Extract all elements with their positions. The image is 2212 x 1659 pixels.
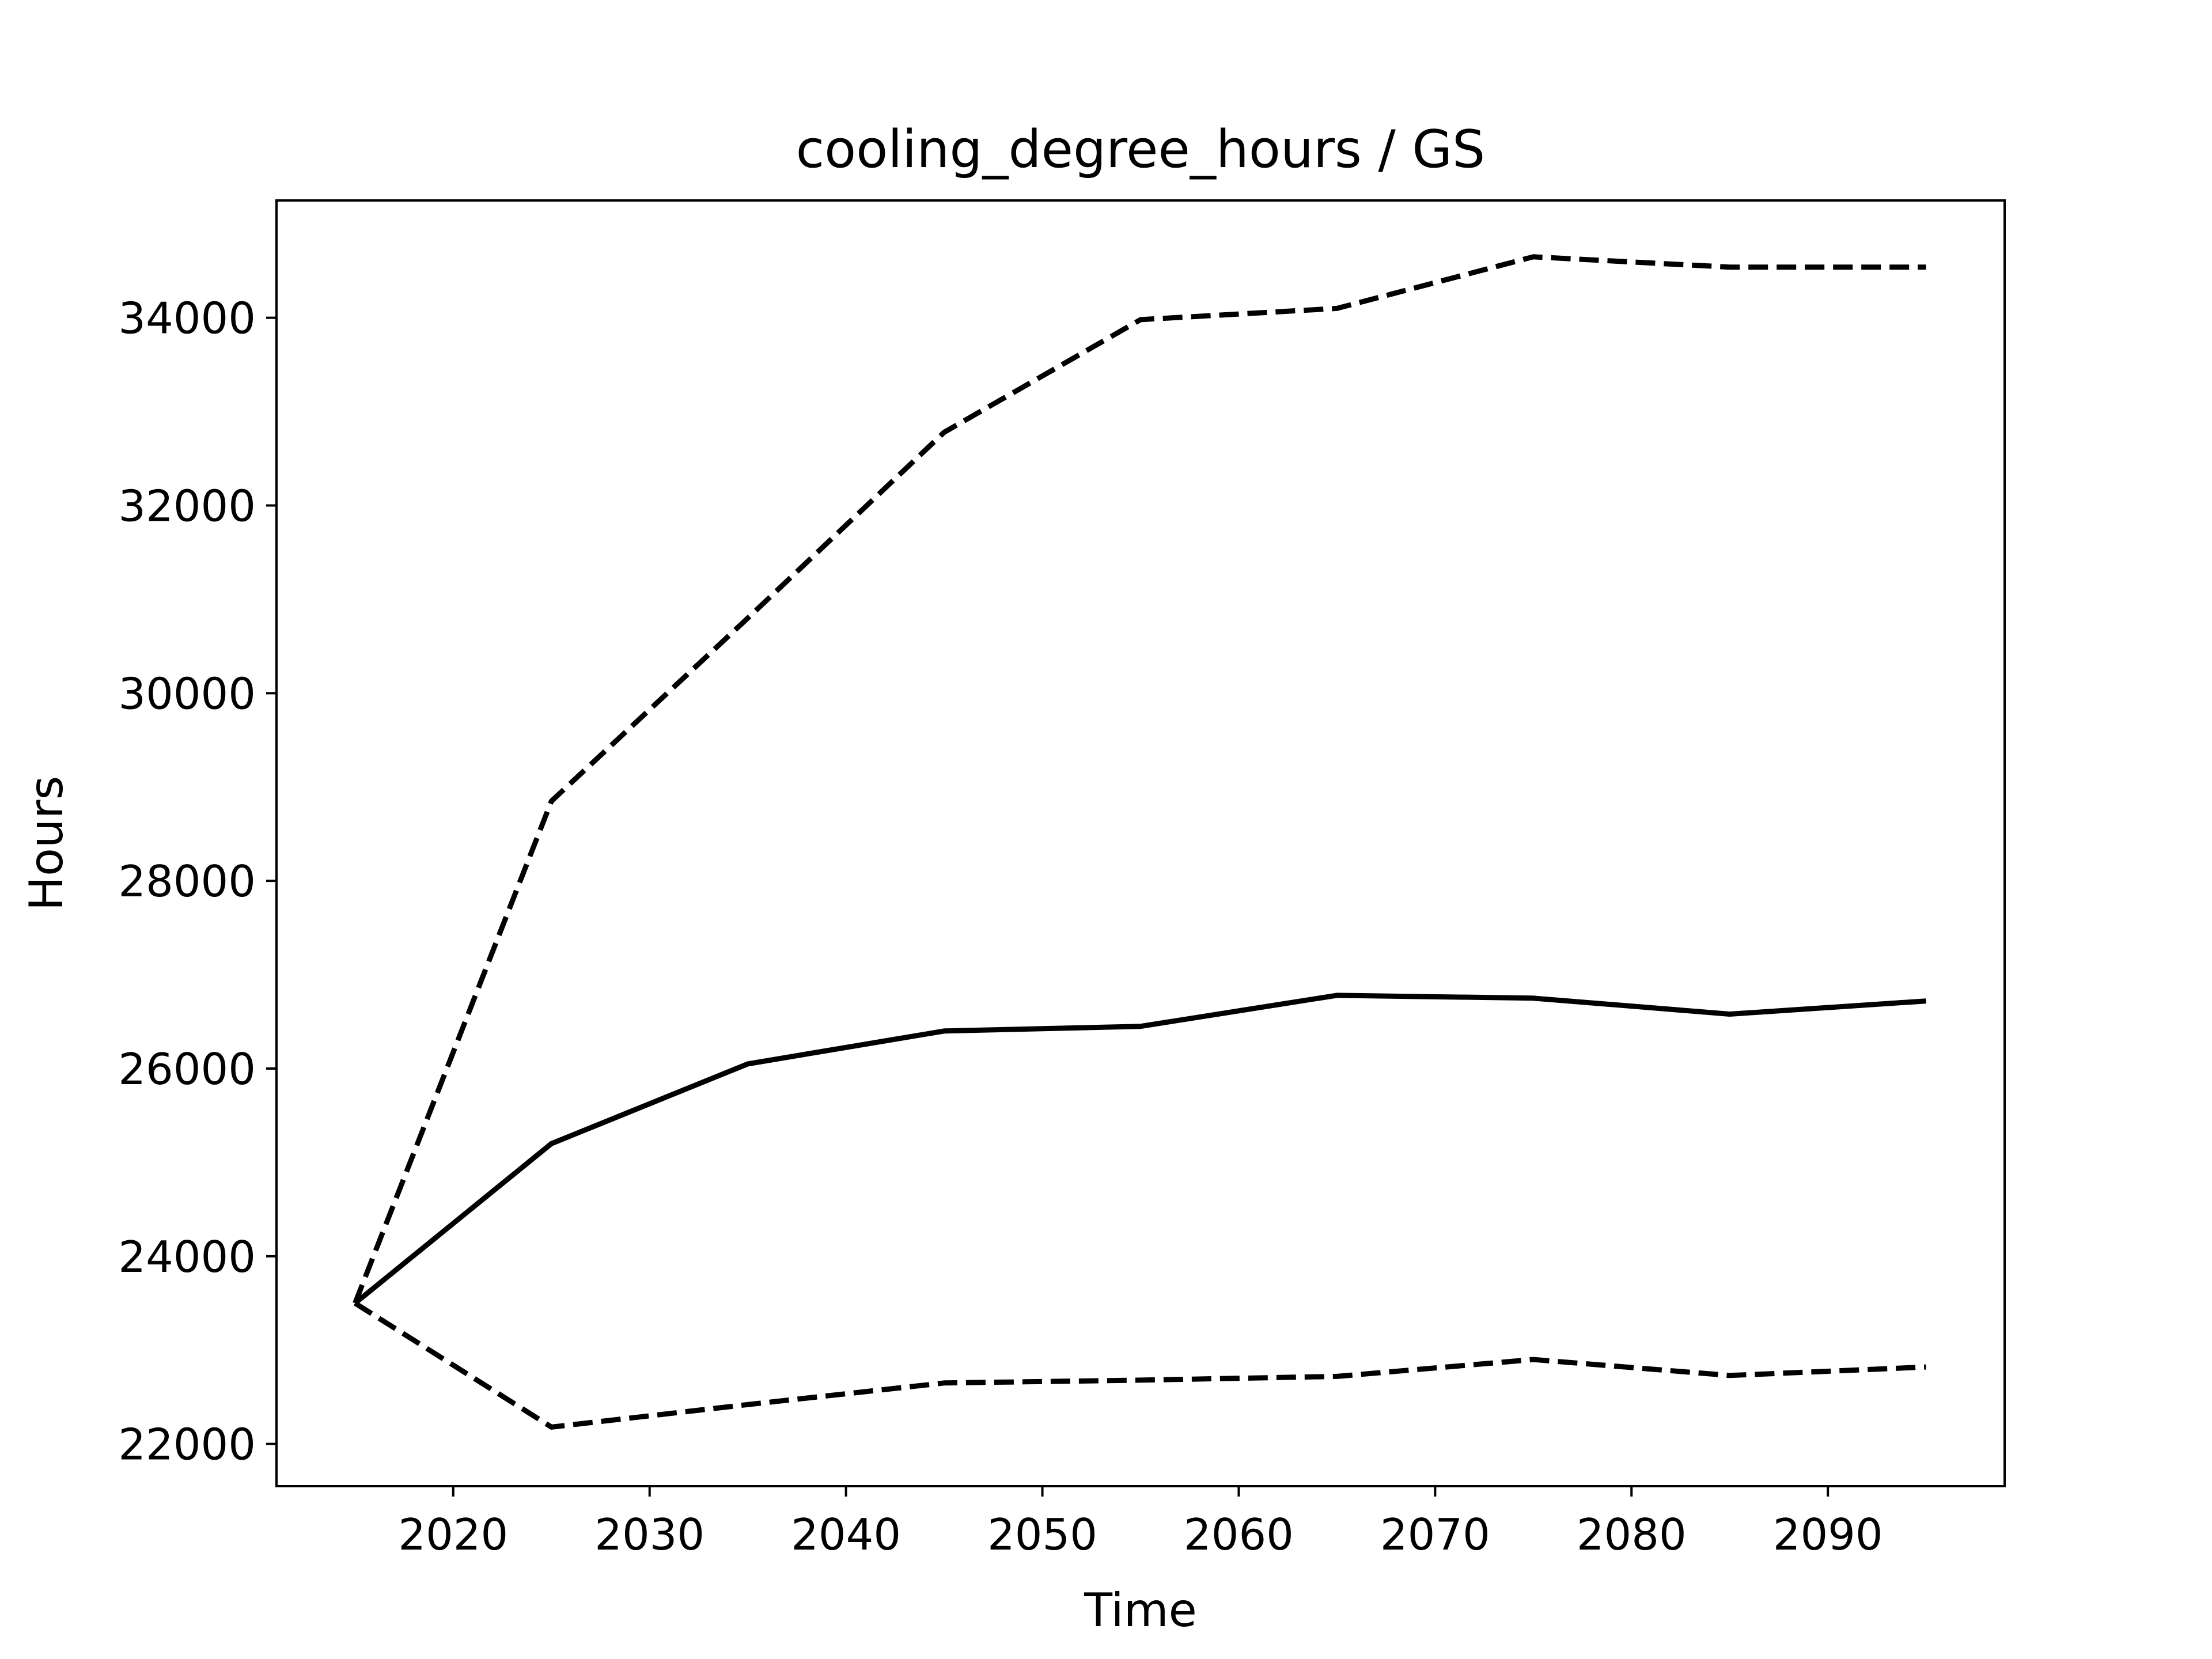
x-tick-label: 2060 (1184, 1509, 1294, 1560)
x-tick-label: 2080 (1577, 1509, 1687, 1560)
x-axis: 2020 2030 2040 2050 2060 2070 2080 2090 (398, 1486, 1883, 1560)
y-tick-label: 30000 (118, 668, 256, 719)
series-layer (353, 254, 1926, 1430)
y-tick-label: 34000 (118, 293, 256, 344)
y-tick-label: 26000 (118, 1044, 256, 1094)
y-tick-label: 22000 (118, 1419, 256, 1470)
plot-frame (275, 199, 2006, 1487)
x-tick-label: 2050 (987, 1509, 1097, 1560)
chart-title: cooling_degree_hours / GS (796, 119, 1486, 180)
y-axis-label: Hours (20, 776, 73, 911)
y-tick-label: 28000 (118, 856, 256, 907)
series-line-solid (353, 993, 1926, 1305)
y-axis: 22000 24000 26000 28000 30000 32000 34000 (118, 293, 276, 1470)
y-tick-label: 24000 (118, 1232, 256, 1282)
series-line-dashed-2 (353, 1301, 1926, 1430)
series-line-dashed-1 (353, 254, 1926, 1304)
x-tick-label: 2090 (1773, 1509, 1883, 1560)
x-tick-label: 2070 (1380, 1509, 1490, 1560)
x-tick-label: 2020 (398, 1509, 508, 1560)
x-tick-label: 2040 (791, 1509, 901, 1560)
y-tick-label: 32000 (118, 480, 256, 531)
x-axis-label: Time (1084, 1584, 1197, 1637)
x-tick-label: 2030 (594, 1509, 704, 1560)
